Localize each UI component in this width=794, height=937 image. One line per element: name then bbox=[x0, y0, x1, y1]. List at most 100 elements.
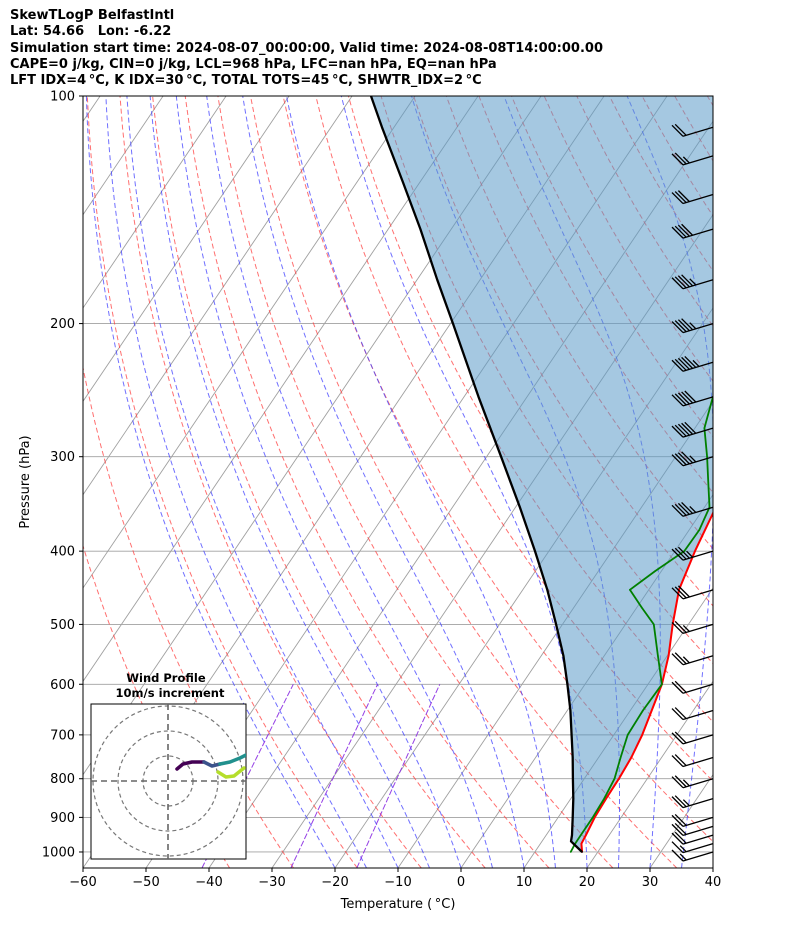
wind-barb-flag bbox=[677, 585, 690, 598]
wind-barb-flag bbox=[671, 823, 684, 836]
wind-barb-flag bbox=[674, 795, 687, 808]
parcel-data-point bbox=[436, 278, 439, 281]
dry-adiabat bbox=[217, 96, 614, 868]
wind-barb-flag bbox=[677, 452, 690, 465]
wind-barb-flag bbox=[674, 586, 687, 599]
x-tick-label: 10 bbox=[516, 875, 533, 890]
moist-adiabat bbox=[340, 96, 588, 868]
wind-barb bbox=[671, 620, 714, 635]
isotherm-line bbox=[83, 96, 479, 683]
wind-barb bbox=[671, 355, 714, 372]
wind-barb bbox=[671, 501, 714, 517]
temperature-data-point bbox=[781, 361, 783, 363]
dry-adiabat bbox=[152, 96, 486, 868]
temperature-data-point bbox=[694, 550, 696, 552]
dewpoint-data-point bbox=[763, 279, 765, 281]
x-tick-label: −10 bbox=[384, 875, 411, 890]
y-tick-label: 300 bbox=[50, 450, 75, 465]
wind-barb-flag bbox=[684, 390, 697, 403]
parcel-data-point bbox=[477, 396, 480, 398]
wind-barb-flag bbox=[671, 394, 684, 407]
wind-barb-flag bbox=[674, 652, 687, 665]
wind-barb-flag bbox=[677, 502, 690, 515]
parcel-data-point bbox=[546, 589, 549, 591]
wind-barb-flag bbox=[674, 123, 687, 136]
wind-barb-flag bbox=[677, 546, 690, 559]
wind-barb-flag bbox=[682, 799, 690, 807]
temperature-data-point bbox=[580, 842, 583, 845]
wind-barb-staff bbox=[682, 756, 714, 768]
parcel-data-point bbox=[569, 709, 572, 712]
wind-barb bbox=[671, 451, 714, 467]
wind-barb-flag bbox=[671, 548, 684, 561]
y-tick-label: 200 bbox=[50, 317, 75, 332]
dewpoint-data-point bbox=[619, 756, 622, 759]
x-tick-label: 20 bbox=[579, 875, 596, 890]
wind-barb bbox=[671, 123, 714, 137]
time-text: Simulation start time: 2024-08-07_00:00:… bbox=[10, 40, 603, 56]
wind-barb-flag bbox=[674, 680, 687, 693]
y-tick-label: 400 bbox=[50, 545, 75, 560]
wind-barb-flag bbox=[689, 505, 697, 513]
wind-barb-flag bbox=[677, 224, 690, 237]
temperature-data-point bbox=[605, 797, 607, 800]
dry-adiabat bbox=[184, 96, 550, 868]
isotherm-line bbox=[586, 680, 713, 868]
wind-barb-flag bbox=[671, 124, 684, 137]
wind-barb-flag bbox=[671, 454, 684, 467]
wind-barb bbox=[671, 831, 714, 845]
wind-barb-flag bbox=[674, 775, 687, 788]
dry-adiabat bbox=[740, 96, 794, 868]
wind-barb-flag bbox=[671, 587, 684, 600]
parcel-data-point bbox=[402, 181, 404, 183]
parcel-data-point bbox=[381, 126, 383, 129]
wind-barb-staff bbox=[682, 825, 714, 837]
temperature-data-point bbox=[715, 507, 717, 509]
hodograph-trace bbox=[175, 760, 206, 771]
temperature-data-point bbox=[750, 396, 752, 398]
dewpoint-data-point bbox=[661, 683, 663, 686]
chart-title: SkewTLogP BelfastIntl bbox=[10, 8, 175, 23]
temperature-data-point bbox=[732, 427, 734, 429]
parcel-data-point bbox=[581, 851, 583, 853]
wind-barb-flag bbox=[674, 276, 687, 289]
wind-barb-flag bbox=[677, 319, 690, 332]
wind-barb-flag bbox=[674, 358, 687, 371]
wind-barb-flag bbox=[682, 779, 690, 787]
wind-barb bbox=[671, 754, 714, 768]
wind-barb bbox=[671, 152, 714, 166]
wind-barb bbox=[671, 822, 714, 837]
x-axis-label: Temperature ( °C) bbox=[340, 897, 456, 912]
wind-barb bbox=[671, 849, 714, 862]
parcel-data-point bbox=[571, 756, 574, 759]
isotherm-line bbox=[460, 493, 713, 868]
parcel-data-point bbox=[570, 734, 573, 736]
wind-barb-flag bbox=[689, 322, 697, 330]
indices-line-2: LFT IDX=4 °C, K IDX=30 °C, TOTAL TOTS=45… bbox=[10, 73, 482, 89]
inset-title: Wind Profile bbox=[126, 671, 206, 685]
moist-adiabat bbox=[286, 96, 556, 868]
wind-barb bbox=[671, 795, 714, 809]
dewpoint-data-point bbox=[592, 816, 594, 819]
parcel-data-point bbox=[571, 816, 574, 819]
wind-barb-flag bbox=[679, 853, 687, 861]
dewpoint-data-point bbox=[683, 550, 686, 552]
wind-barb-flag bbox=[681, 501, 694, 514]
wind-barb-flag bbox=[674, 225, 687, 238]
wind-barb-staff bbox=[682, 709, 714, 721]
isotherm-line bbox=[83, 96, 353, 496]
x-tick-label: −50 bbox=[132, 875, 159, 890]
wind-barb-flag bbox=[674, 152, 687, 165]
wind-barb-flag bbox=[671, 755, 684, 767]
wind-barb-flag bbox=[682, 656, 690, 664]
x-tick-label: −20 bbox=[321, 875, 348, 890]
wind-barb-flag bbox=[682, 624, 690, 632]
cin-shaded-area bbox=[371, 96, 713, 852]
dewpoint-data-point bbox=[603, 797, 606, 800]
wind-barb-staff bbox=[682, 798, 714, 809]
wind-barb-flag bbox=[677, 423, 690, 436]
wind-barb-staff bbox=[682, 834, 714, 845]
y-axis-label: Pressure (hPa) bbox=[18, 435, 33, 528]
parcel-data-point bbox=[419, 228, 422, 230]
wind-barb-flag bbox=[671, 841, 684, 854]
